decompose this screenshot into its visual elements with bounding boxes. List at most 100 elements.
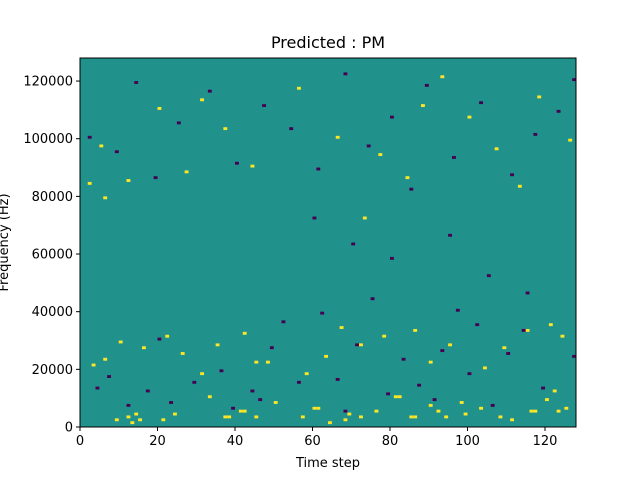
x-tick-label: 120 [533, 434, 558, 449]
heatmap-cell [459, 401, 464, 404]
heatmap-cell [157, 337, 162, 341]
heatmap-cell [521, 328, 526, 332]
heatmap-cell [564, 406, 569, 410]
heatmap-cell [362, 216, 367, 220]
heatmap-cell [126, 415, 131, 419]
heatmap-cell [145, 389, 150, 393]
heatmap-cell [393, 395, 398, 399]
heatmap-cells [87, 72, 577, 425]
heatmap-cell [107, 375, 112, 378]
heatmap-cell [490, 403, 495, 407]
heatmap-cell [382, 334, 387, 338]
heatmap-cell [517, 184, 522, 188]
heatmap-cell [126, 403, 131, 407]
heatmap-cell [161, 418, 166, 422]
y-tick-label: 20000 [32, 363, 73, 378]
heatmap-cell [529, 409, 534, 413]
heatmap-cell [242, 409, 247, 413]
heatmap-cell [223, 415, 228, 419]
heatmap-cell [87, 181, 92, 185]
heatmap-cell [289, 127, 294, 131]
heatmap-cell [359, 343, 363, 347]
heatmap-cell [269, 346, 274, 350]
heatmap-cell [448, 233, 453, 237]
heatmap-cell [510, 173, 515, 177]
y-tick-label: 80000 [32, 190, 73, 205]
heatmap-cell [312, 406, 317, 410]
heatmap-cell [378, 153, 383, 157]
heatmap-cell [541, 386, 546, 390]
heatmap-cell [207, 395, 212, 399]
heatmap-cell [525, 328, 530, 332]
heatmap-cell [328, 421, 332, 425]
heatmap-cell [409, 415, 414, 419]
heatmap-cell [320, 311, 325, 315]
heatmap-cell [483, 366, 487, 370]
heatmap-cell [366, 144, 371, 148]
heatmap-cell [118, 340, 123, 344]
heatmap-cell [312, 216, 317, 220]
heatmap-cell [424, 83, 429, 87]
heatmap-cell [103, 196, 108, 200]
heatmap-cell [351, 242, 356, 246]
heatmap-cell [297, 380, 301, 384]
heatmap-cell [138, 418, 143, 422]
heatmap-cell [215, 343, 220, 347]
heatmap-cell [250, 389, 255, 393]
heatmap-cell [297, 86, 301, 90]
heatmap-cell [498, 415, 503, 419]
heatmap-cell [467, 372, 472, 376]
heatmap-cell [316, 167, 321, 171]
heatmap-background [80, 58, 576, 427]
heatmap-cell [440, 75, 445, 79]
heatmap-cell [273, 401, 278, 404]
heatmap-cell [413, 415, 418, 419]
heatmap-cell [506, 352, 511, 355]
heatmap-cell [207, 89, 212, 93]
heatmap-cell [169, 401, 174, 404]
heatmap-cell [114, 150, 119, 154]
heatmap-cell [401, 357, 406, 361]
heatmap-cell [103, 357, 108, 361]
heatmap-cell [568, 138, 573, 142]
y-tick-label: 40000 [32, 305, 73, 320]
heatmap-cell [153, 176, 158, 180]
heatmap-cell [572, 354, 577, 358]
heatmap-cell [417, 383, 422, 387]
x-tick-label: 100 [455, 434, 480, 449]
heatmap-cell [254, 360, 259, 364]
heatmap-cell [95, 386, 100, 390]
heatmap-cell [405, 176, 410, 180]
y-tick-label: 100000 [23, 132, 73, 147]
heatmap-cell [126, 179, 131, 182]
heatmap-cell [560, 334, 565, 338]
heatmap-cell [184, 170, 189, 174]
y-axis-label: Frequency (Hz) [0, 193, 12, 291]
heatmap-cell [525, 291, 530, 295]
heatmap-cell [91, 363, 96, 367]
x-tick-label: 40 [227, 434, 244, 449]
heatmap-cell [180, 352, 185, 355]
heatmap-cell [556, 109, 561, 113]
heatmap-cell [397, 395, 402, 399]
heatmap-cell [87, 135, 92, 139]
x-axis: 0 20 40 60 80 100 120 [76, 427, 558, 449]
heatmap-cell [463, 412, 468, 416]
heatmap-cell [223, 127, 228, 131]
heatmap-cell [486, 274, 491, 278]
heatmap-cell [242, 331, 247, 335]
heatmap-cell [281, 320, 286, 324]
heatmap-cell [165, 334, 170, 338]
heatmap-cell [343, 409, 348, 413]
heatmap-cell [134, 412, 139, 416]
heatmap-cell [335, 135, 340, 139]
heatmap-cell [347, 412, 352, 416]
heatmap-cell [316, 406, 321, 410]
heatmap-cell [343, 72, 348, 76]
heatmap-cell [262, 104, 267, 108]
heatmap-cell [440, 349, 445, 353]
heatmap-cell [219, 369, 224, 373]
heatmap-cell [428, 360, 433, 364]
x-tick-label: 20 [149, 434, 166, 449]
chart-title: Predicted : PM [271, 33, 385, 52]
